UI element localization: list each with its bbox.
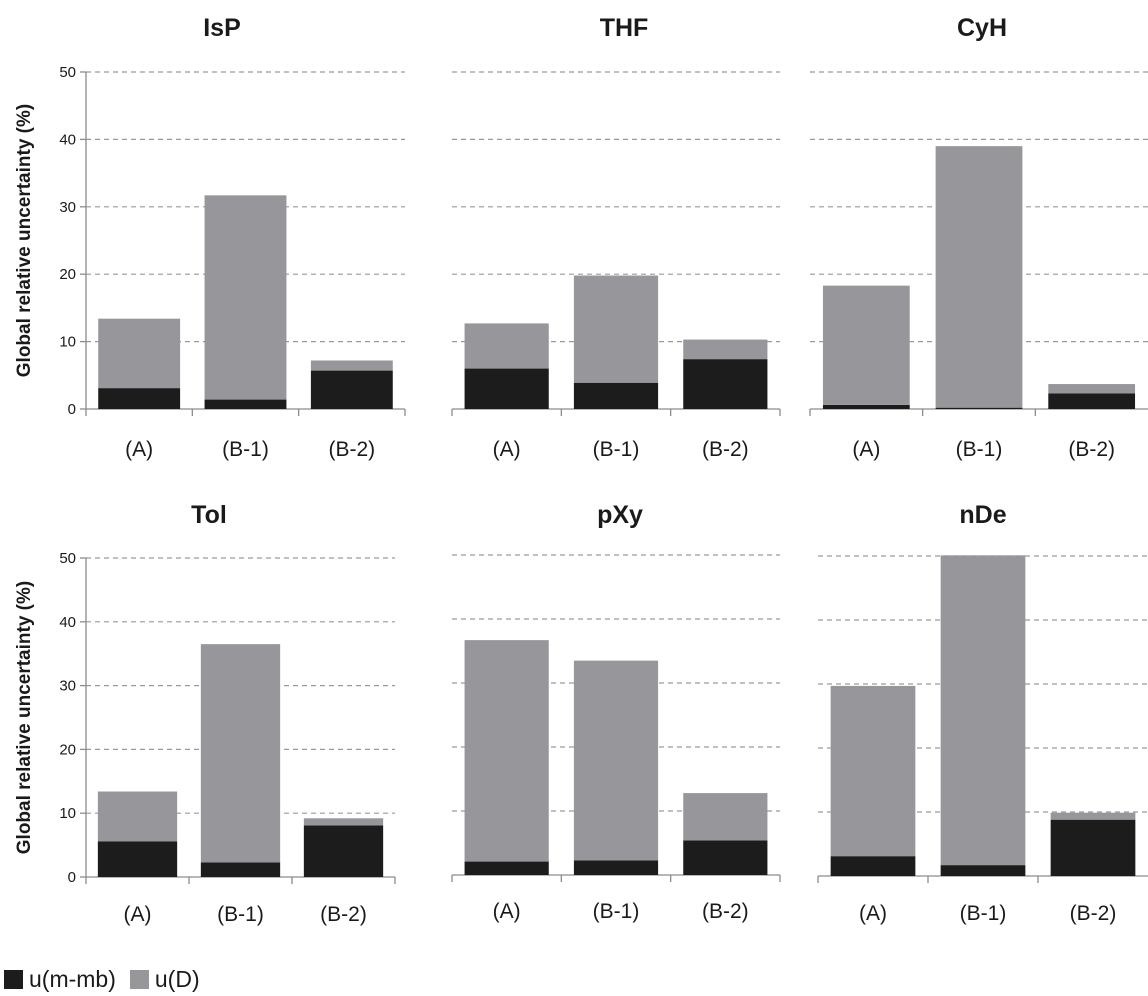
x-category-label: (B-1) — [956, 438, 1003, 461]
x-category-label: (A) — [493, 900, 521, 923]
legend-item-u-d: u(D) — [129, 966, 200, 993]
bar-u-d-2 — [200, 644, 281, 863]
y-tick-label: 0 — [68, 401, 76, 418]
legend: u(m-mb) u(D) — [4, 966, 214, 993]
bar-u-d-3 — [683, 793, 768, 841]
bar-u-m-mb-1 — [464, 861, 549, 875]
bar-u-m-mb-2 — [573, 860, 659, 875]
x-category-label: (B-2) — [1070, 902, 1117, 925]
chart-title: CyH — [957, 14, 1007, 42]
bar-u-d-1 — [822, 285, 910, 405]
bar-u-d-2 — [935, 146, 1023, 408]
bar-u-d-3 — [310, 360, 393, 371]
chart-panel-1: IsP 0 10 20 30 40 50 Global relative uncertaint… — [14, 14, 406, 461]
x-category-label: (B-2) — [320, 903, 367, 926]
bar-u-d-1 — [97, 791, 178, 842]
bar-u-m-mb-1 — [464, 368, 549, 409]
legend-label-u-m-mb: u(m-mb) — [29, 966, 116, 992]
y-tick-label: 20 — [59, 741, 76, 758]
bar-u-m-mb-3 — [683, 359, 768, 409]
y-tick-label: 0 — [68, 869, 76, 886]
bar-u-m-mb-1 — [98, 388, 181, 409]
chart-panel-6: nDe (A) (B-1) (B-2) — [817, 501, 1148, 925]
x-category-label: (A) — [493, 438, 521, 461]
bar-u-d-3 — [1048, 384, 1136, 394]
bar-u-m-mb-2 — [935, 407, 1023, 409]
chart-panel-4: Tol 0 10 20 30 40 50 Global relative uncertaint… — [14, 501, 396, 926]
bar-u-d-1 — [830, 685, 916, 857]
chart-title: nDe — [959, 501, 1006, 529]
legend-label-u-d: u(D) — [154, 966, 200, 992]
x-category-label: (B-1) — [960, 902, 1007, 925]
y-tick-label: 30 — [59, 678, 76, 695]
legend-swatch-u-d — [129, 970, 149, 989]
bar-u-d-3 — [303, 818, 384, 826]
chart-title: Tol — [191, 501, 227, 529]
bar-u-d-2 — [204, 195, 287, 400]
bar-u-d-1 — [464, 323, 549, 369]
y-tick-label: 50 — [59, 64, 76, 81]
chart-title: IsP — [203, 14, 241, 42]
y-tick-label: 10 — [59, 805, 76, 822]
bar-u-d-2 — [940, 555, 1026, 866]
bar-u-m-mb-3 — [310, 370, 393, 409]
bar-u-m-mb-2 — [940, 865, 1026, 876]
chart-panel-2: THF (A) (B-1) (B-2) — [451, 14, 781, 461]
bar-u-m-mb-3 — [303, 825, 384, 877]
bar-u-m-mb-1 — [97, 841, 178, 877]
bar-u-d-3 — [683, 339, 768, 360]
x-category-label: (B-2) — [702, 900, 749, 923]
x-category-label: (B-1) — [593, 438, 640, 461]
x-category-label: (A) — [125, 438, 153, 461]
bar-u-m-mb-2 — [204, 399, 287, 409]
x-category-label: (B-1) — [217, 903, 264, 926]
x-category-label: (B-1) — [222, 438, 269, 461]
bar-u-m-mb-2 — [573, 382, 659, 409]
x-category-label: (B-2) — [1068, 438, 1115, 461]
y-tick-label: 30 — [59, 199, 76, 216]
y-tick-label: 20 — [59, 266, 76, 283]
bar-u-m-mb-2 — [200, 862, 281, 877]
y-axis-label: Global relative uncertainty (%) — [14, 581, 35, 854]
x-category-label: (B-1) — [593, 900, 640, 923]
y-axis-label: Global relative uncertainty (%) — [14, 104, 35, 377]
x-category-label: (B-2) — [702, 438, 749, 461]
x-category-label: (A) — [124, 903, 152, 926]
bar-u-m-mb-1 — [822, 404, 910, 409]
bar-u-m-mb-1 — [830, 856, 916, 876]
legend-item-u-m-mb: u(m-mb) — [4, 966, 116, 993]
y-tick-label: 40 — [59, 614, 76, 631]
x-category-label: (B-2) — [328, 438, 375, 461]
bar-u-m-mb-3 — [1050, 819, 1136, 876]
bar-u-d-1 — [98, 318, 181, 389]
chart-title: pXy — [597, 501, 643, 529]
bar-u-d-1 — [464, 640, 549, 862]
y-tick-label: 10 — [59, 334, 76, 351]
bar-u-d-3 — [1050, 812, 1136, 820]
chart-panel-5: pXy (A) (B-1) (B-2) — [451, 501, 781, 923]
bar-u-d-2 — [573, 660, 659, 861]
y-tick-label: 40 — [59, 131, 76, 148]
bar-u-m-mb-3 — [683, 840, 768, 875]
bar-u-m-mb-3 — [1048, 393, 1136, 409]
x-category-label: (A) — [852, 438, 880, 461]
chart-panel-3: CyH (A) (B-1) (B-2) — [809, 14, 1148, 461]
x-category-label: (A) — [859, 902, 887, 925]
chart-title: THF — [600, 14, 649, 42]
y-tick-label: 50 — [59, 550, 76, 567]
legend-swatch-u-m-mb — [4, 970, 23, 989]
bar-u-d-2 — [573, 275, 659, 383]
